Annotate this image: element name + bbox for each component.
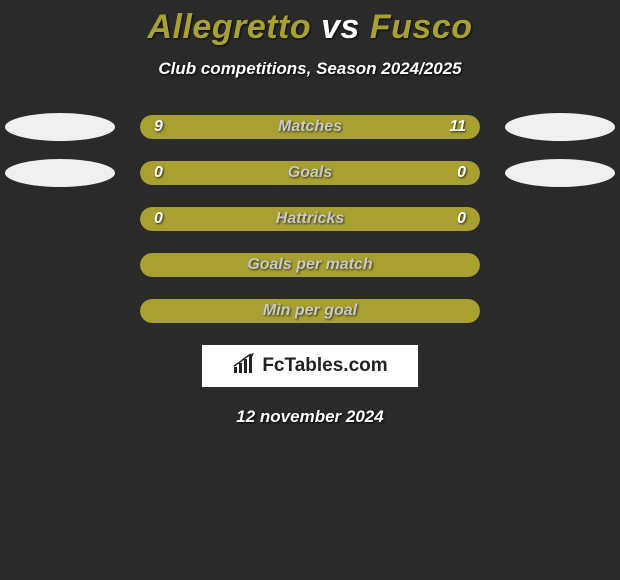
fctables-logo: FcTables.com bbox=[202, 345, 418, 387]
stat-value-right: 0 bbox=[457, 164, 466, 182]
player2-photo-placeholder bbox=[505, 159, 615, 187]
comparison-card: Allegretto vs Fusco Club competitions, S… bbox=[0, 0, 620, 427]
stat-row: Min per goal bbox=[0, 299, 620, 323]
player2-photo-placeholder bbox=[505, 113, 615, 141]
stat-label: Min per goal bbox=[263, 302, 357, 320]
subtitle: Club competitions, Season 2024/2025 bbox=[0, 59, 620, 79]
player1-photo-placeholder bbox=[5, 113, 115, 141]
stat-value-right: 11 bbox=[449, 118, 466, 136]
stat-row: Hattricks 0 0 bbox=[0, 207, 620, 231]
stat-value-left: 0 bbox=[154, 164, 163, 182]
player1-name: Allegretto bbox=[147, 8, 311, 46]
stat-bar: Goals per match bbox=[140, 253, 480, 277]
date-label: 12 november 2024 bbox=[0, 407, 620, 427]
title: Allegretto vs Fusco bbox=[0, 8, 620, 47]
player2-name: Fusco bbox=[370, 8, 473, 46]
bar-fill-left bbox=[140, 161, 310, 185]
stat-label: Goals per match bbox=[247, 256, 372, 274]
stat-bar: Hattricks 0 0 bbox=[140, 207, 480, 231]
stat-row: Goals 0 0 bbox=[0, 161, 620, 185]
stat-row: Matches 9 11 bbox=[0, 115, 620, 139]
stat-row: Goals per match bbox=[0, 253, 620, 277]
stat-value-right: 0 bbox=[457, 210, 466, 228]
chart-icon bbox=[232, 353, 258, 380]
stat-label: Matches bbox=[278, 118, 342, 136]
player1-photo-placeholder bbox=[5, 159, 115, 187]
stat-bar: Goals 0 0 bbox=[140, 161, 480, 185]
vs-label: vs bbox=[321, 8, 360, 46]
stats-area: Matches 9 11 Goals 0 0 Hattricks 0 0 Goals per ma… bbox=[0, 115, 620, 323]
stat-value-left: 0 bbox=[154, 210, 163, 228]
bar-fill-right bbox=[310, 161, 480, 185]
stat-bar: Min per goal bbox=[140, 299, 480, 323]
logo-text: FcTables.com bbox=[262, 355, 387, 377]
stat-label: Hattricks bbox=[276, 210, 344, 228]
stat-label: Goals bbox=[288, 164, 332, 182]
stat-bar: Matches 9 11 bbox=[140, 115, 480, 139]
stat-value-left: 9 bbox=[154, 118, 163, 136]
